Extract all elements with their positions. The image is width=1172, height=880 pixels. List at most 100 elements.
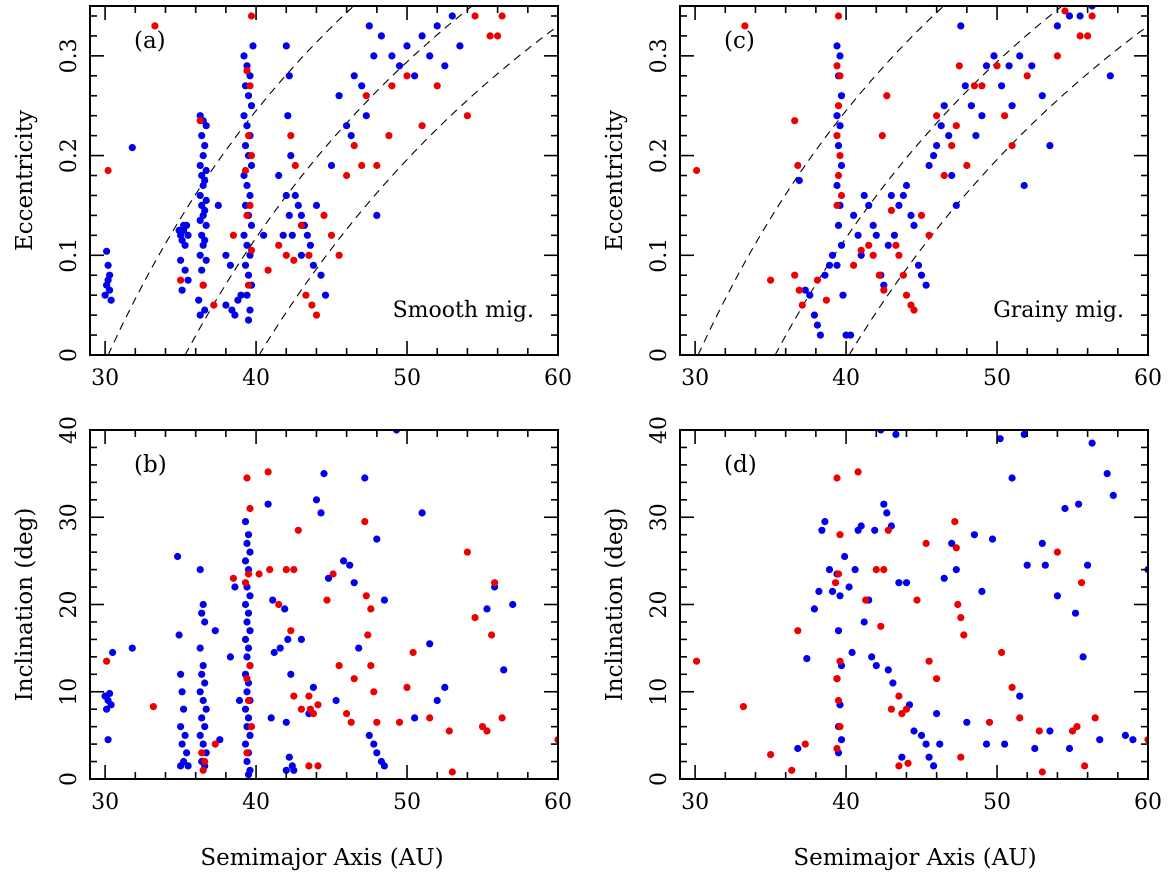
data-point-blue [1020, 181, 1028, 190]
data-point-blue [246, 731, 254, 740]
data-point-blue [109, 648, 117, 657]
data-point-blue [996, 435, 1004, 443]
data-point-blue [816, 331, 825, 339]
data-point-red [940, 171, 948, 180]
data-point-blue [1028, 62, 1036, 70]
data-point-blue [837, 161, 846, 170]
data-point-blue [246, 191, 254, 200]
data-point-red [247, 723, 256, 731]
data-point-red [488, 631, 496, 639]
data-point-blue [1109, 491, 1117, 499]
data-point-blue [839, 291, 847, 299]
data-point-red [314, 701, 322, 709]
data-point-red [210, 301, 218, 309]
data-point-blue [1046, 142, 1054, 150]
data-point-blue [177, 256, 185, 264]
data-point-blue [940, 102, 948, 110]
data-point-blue [241, 635, 250, 644]
y-tick-label: 20 [57, 591, 82, 619]
data-point-red [801, 740, 809, 748]
data-point-blue [243, 757, 251, 766]
data-point-red [198, 749, 206, 757]
data-point-blue [910, 727, 918, 735]
data-point-blue [241, 557, 250, 565]
data-point-blue [282, 42, 290, 50]
data-point-red [895, 762, 903, 770]
data-point-red [370, 688, 378, 696]
y-tick-label: 30 [647, 503, 672, 531]
data-point-red [957, 753, 965, 761]
data-point-blue [240, 112, 248, 120]
data-point-red [305, 251, 313, 259]
data-point-blue [199, 241, 207, 249]
data-point-blue [214, 201, 222, 209]
data-point-blue [1084, 561, 1092, 569]
data-point-red [244, 281, 253, 289]
data-point-blue [247, 161, 256, 170]
x-axis-label-right: Semimajor Axis (AU) [793, 845, 1036, 871]
data-point-blue [281, 605, 289, 613]
data-point-red [498, 12, 506, 20]
data-point-blue [988, 535, 997, 543]
panel-annotation: Grainy mig. [993, 298, 1124, 323]
data-point-blue [196, 688, 204, 696]
data-point-red [1035, 727, 1043, 735]
x-tick-label: 40 [832, 366, 860, 391]
y-tick-label: 0 [647, 772, 672, 786]
data-point-red [314, 762, 322, 770]
data-point-blue [175, 226, 183, 234]
data-point-blue [854, 231, 862, 239]
data-point-blue [196, 311, 204, 319]
data-point-red [388, 82, 396, 90]
data-point-blue [982, 62, 991, 70]
data-point-red [895, 692, 903, 700]
data-point-blue [373, 535, 381, 543]
data-point-blue [243, 241, 251, 249]
data-point-blue [282, 718, 290, 726]
data-point-blue [196, 731, 204, 740]
data-point-red [494, 32, 502, 40]
data-point-red [833, 474, 841, 482]
data-point-blue [275, 171, 283, 180]
data-point-red [794, 627, 802, 635]
data-point-blue [810, 605, 819, 613]
data-point-blue [249, 42, 257, 50]
data-point-red [693, 166, 701, 175]
data-point-red [177, 276, 185, 284]
data-point-blue [243, 122, 251, 130]
data-point-red [426, 714, 434, 722]
data-point-red [741, 22, 749, 30]
data-point-blue [358, 82, 366, 90]
data-point-red [196, 117, 204, 125]
data-point-blue [365, 731, 373, 740]
data-point-blue [441, 62, 449, 70]
data-point-red [367, 605, 375, 613]
data-point-blue [1008, 102, 1016, 110]
data-point-blue [1005, 62, 1013, 70]
data-point-blue [285, 72, 293, 80]
data-point-blue [373, 211, 381, 219]
data-point-blue [177, 723, 185, 731]
data-point-red [241, 579, 250, 587]
data-point-red [767, 276, 775, 284]
data-point-blue [361, 474, 369, 482]
data-point-blue [433, 22, 441, 30]
data-point-blue [240, 231, 248, 239]
panel-label: (a) [134, 28, 166, 54]
data-point-red [791, 271, 799, 279]
data-point-blue [327, 161, 336, 170]
data-point-red [836, 531, 844, 539]
data-point-blue [244, 644, 253, 652]
data-point-blue [244, 316, 253, 324]
data-point-blue [199, 600, 207, 609]
data-point-blue [198, 132, 206, 140]
data-point-red [343, 710, 351, 718]
data-point-blue [433, 696, 441, 705]
data-point-red [887, 206, 896, 214]
data-point-blue [837, 736, 846, 744]
data-point-blue [978, 587, 986, 596]
data-point-blue [244, 714, 253, 722]
y-tick-label: 0.2 [647, 138, 672, 173]
data-point-red [834, 171, 843, 180]
data-point-red [985, 718, 994, 726]
